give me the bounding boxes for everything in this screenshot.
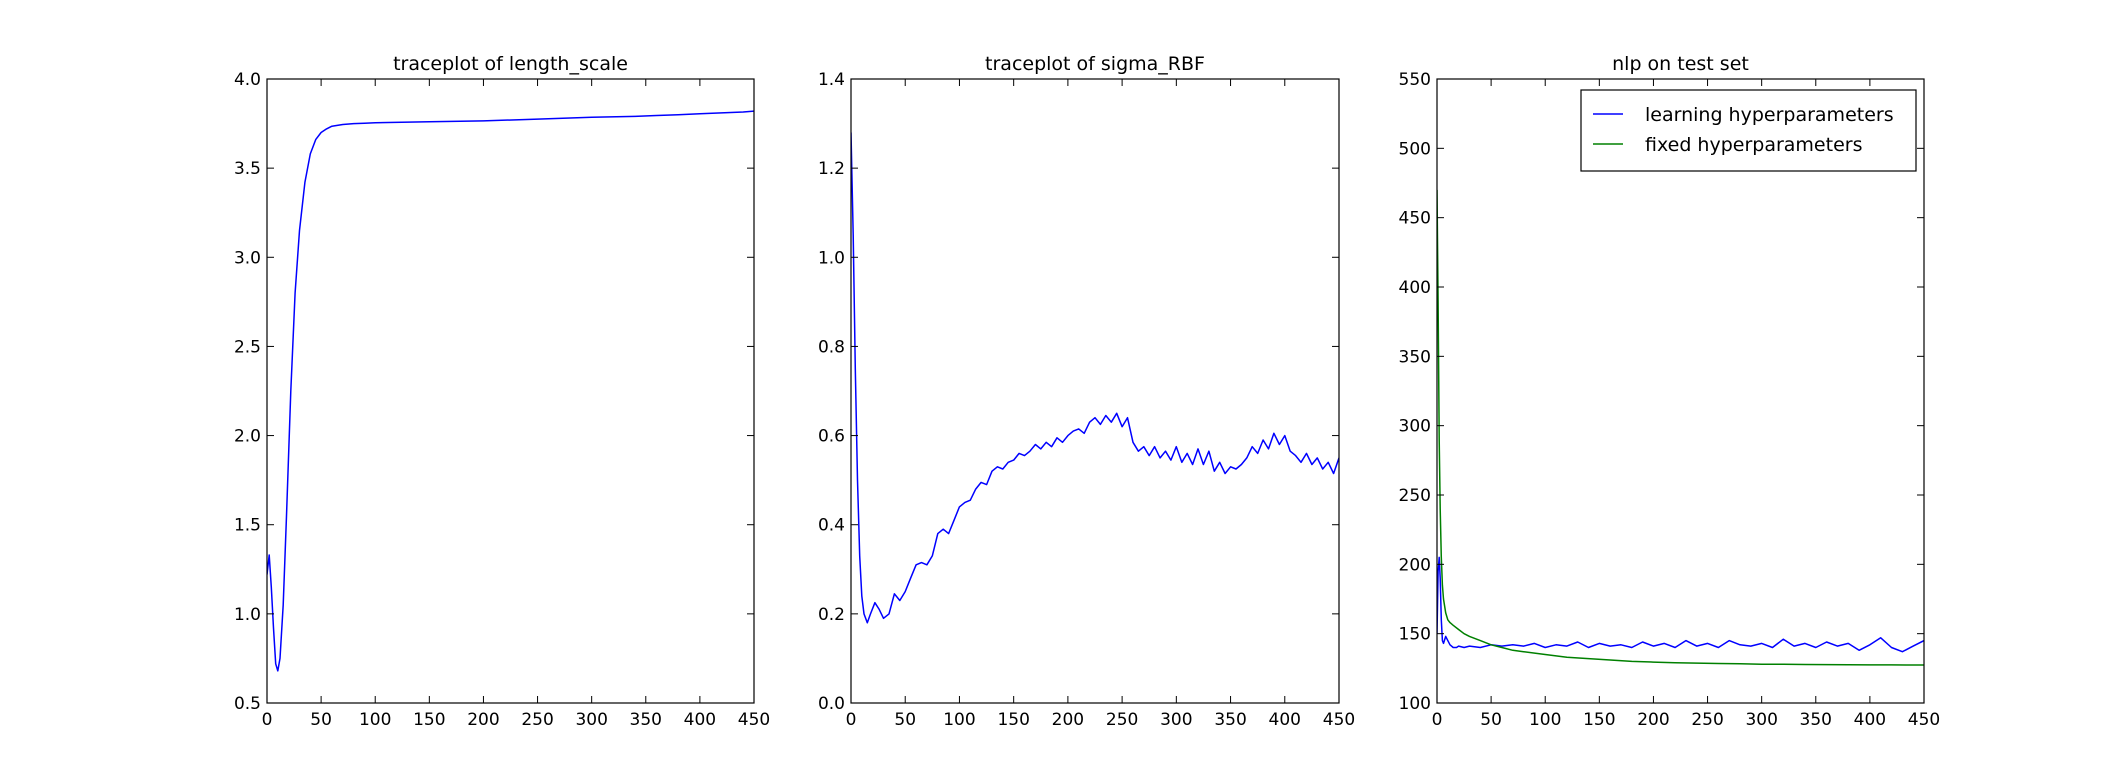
x-tick-label: 350 (1800, 710, 1832, 730)
y-tick-label: 1.5 (234, 516, 261, 536)
y-tick-label: 200 (1399, 555, 1431, 575)
y-tick-label: 150 (1399, 625, 1431, 645)
x-tick-label: 400 (1854, 710, 1886, 730)
y-tick-label: 4.0 (234, 70, 261, 90)
x-tick-label: 100 (359, 710, 391, 730)
x-tick-label: 0 (262, 710, 273, 730)
plot-frame (1436, 78, 1925, 704)
x-tick-label: 350 (1214, 710, 1246, 730)
chart-title: traceplot of sigma_RBF (985, 53, 1205, 75)
series-line-1 (267, 110, 754, 672)
y-tick-label: 1.0 (234, 605, 261, 625)
x-tick-label: 400 (684, 710, 716, 730)
y-tick-label: 0.6 (818, 427, 845, 447)
x-tick-label: 300 (575, 710, 607, 730)
plot-frame (266, 78, 755, 704)
y-tick-label: 1.2 (818, 159, 845, 179)
legend-label: learning hyperparameters (1645, 104, 1894, 126)
x-tick-label: 50 (310, 710, 332, 730)
legend-label: fixed hyperparameters (1645, 134, 1862, 156)
y-tick-label: 3.5 (234, 159, 261, 179)
x-tick-label: 0 (846, 710, 857, 730)
plot-frame (850, 78, 1340, 704)
y-tick-label: 450 (1399, 209, 1431, 229)
y-tick-label: 1.0 (818, 248, 845, 268)
x-tick-label: 100 (1529, 710, 1561, 730)
chart-title: nlp on test set (1612, 53, 1749, 75)
x-tick-label: 300 (1745, 710, 1777, 730)
y-tick-label: 400 (1399, 278, 1431, 298)
x-tick-label: 350 (630, 710, 662, 730)
x-tick-label: 100 (943, 710, 975, 730)
y-tick-label: 350 (1399, 347, 1431, 367)
y-tick-label: 1.4 (818, 70, 845, 90)
x-tick-label: 200 (1637, 710, 1669, 730)
x-tick-label: 200 (1052, 710, 1084, 730)
x-tick-label: 50 (1480, 710, 1502, 730)
series-line-1 (1437, 556, 1924, 653)
x-tick-label: 150 (1583, 710, 1615, 730)
y-tick-label: 2.0 (234, 427, 261, 447)
chart-panel-3: nlp on test set 0 50 100 150 200 250 300 350 400 4… (1399, 53, 1941, 730)
x-tick-label: 0 (1432, 710, 1443, 730)
series-line-1 (851, 132, 1339, 624)
y-tick-label: 0.8 (818, 337, 845, 357)
y-tick-label: 3.0 (234, 248, 261, 268)
x-tick-label: 300 (1160, 710, 1192, 730)
y-tick-label: 0.2 (818, 605, 845, 625)
x-tick-label: 250 (521, 710, 553, 730)
x-tick-label: 450 (1323, 710, 1355, 730)
y-tick-label: 500 (1399, 139, 1431, 159)
y-tick-label: 0.5 (234, 694, 261, 714)
x-tick-label: 150 (997, 710, 1029, 730)
legend: learning hyperparameters fixed hyperparam… (1580, 89, 1917, 172)
legend-box (1580, 89, 1917, 172)
chart-panel-1: traceplot of length_scale 0 50 100 150 200 250… (234, 53, 770, 730)
chart-title: traceplot of length_scale (393, 53, 628, 75)
x-tick-label: 150 (413, 710, 445, 730)
x-tick-label: 250 (1106, 710, 1138, 730)
x-tick-label: 400 (1269, 710, 1301, 730)
y-tick-label: 250 (1399, 486, 1431, 506)
y-tick-label: 2.5 (234, 337, 261, 357)
chart-panel-2: traceplot of sigma_RBF 0 50 100 150 200 250 300… (818, 53, 1355, 730)
x-tick-label: 450 (738, 710, 770, 730)
y-tick-label: 550 (1399, 70, 1431, 90)
y-tick-label: 0.4 (818, 516, 845, 536)
y-tick-label: 300 (1399, 417, 1431, 437)
y-tick-label: 100 (1399, 694, 1431, 714)
x-tick-label: 250 (1691, 710, 1723, 730)
x-tick-label: 200 (467, 710, 499, 730)
y-tick-label: 0.0 (818, 694, 845, 714)
x-tick-label: 50 (894, 710, 916, 730)
series-line-2 (1437, 189, 1924, 666)
x-tick-label: 450 (1908, 710, 1940, 730)
